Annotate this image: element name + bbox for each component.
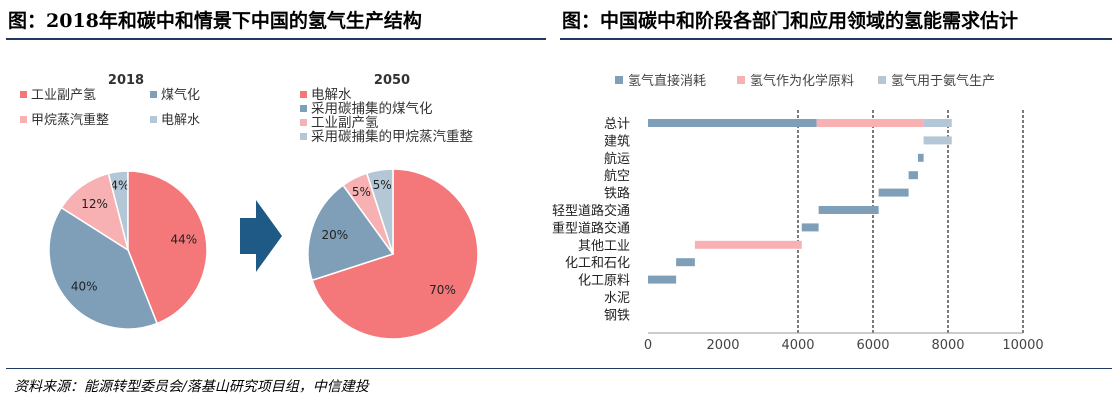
legend-label-甲烷蒸汽重整: 甲烷蒸汽重整: [31, 112, 109, 128]
legend-swatch-氢气用于氨气生产: [878, 76, 886, 84]
legend-swatch-采用碳捕集的甲烷蒸汽重整: [300, 133, 307, 140]
left-title-underline: [6, 38, 546, 40]
x-tick-label: 0: [644, 338, 652, 353]
legend-swatch-煤气化: [150, 91, 157, 98]
legend-label-工业副产氢: 工业副产氢: [31, 88, 96, 103]
pie-slice-工业副产氢: [127, 170, 208, 325]
y-category-label: 其他工业: [578, 239, 630, 254]
pie-title-2018: 2018: [108, 73, 144, 88]
x-tick-label: 4000: [781, 338, 814, 353]
bar-segment-总计: [648, 119, 817, 127]
legend-swatch-工业副产氢: [300, 119, 307, 126]
bar-segment-铁路: [878, 188, 909, 197]
bar-segment-轻型道路交通: [818, 206, 879, 214]
y-category-label: 水泥: [604, 291, 630, 306]
pie-slice-甲烷蒸汽重整: [60, 172, 130, 252]
bar-segment-其他工业: [694, 240, 802, 249]
legend-label-采用碳捕集的煤气化: 采用碳捕集的煤气化: [311, 101, 433, 117]
pie-slice-采用碳捕集的甲烷蒸汽重整: [365, 168, 394, 255]
pie-data-label: 20%: [321, 228, 348, 242]
legend-label-氢气用于氨气生产: 氢气用于氨气生产: [891, 73, 995, 89]
legend-swatch-甲烷蒸汽重整: [20, 116, 27, 123]
bar-segment-航运: [918, 153, 924, 162]
bar-segment-化工原料: [648, 275, 677, 284]
bar-segment-重型道路交通: [801, 223, 819, 232]
y-category-label: 建筑: [604, 133, 630, 149]
source-note: 资料来源：能源转型委员会/落基山研究项目组，中信建投: [14, 379, 369, 395]
pie-data-label: 40%: [71, 279, 98, 293]
y-category-label: 铁路: [604, 186, 630, 202]
transition-arrow: [240, 200, 282, 272]
x-tick-label: 6000: [856, 338, 889, 353]
pie-data-label: 44%: [171, 232, 198, 246]
legend-swatch-工业副产氢: [20, 91, 27, 98]
legend-swatch-采用碳捕集的煤气化: [300, 105, 307, 112]
legend-label-氢气作为化学原料: 氢气作为化学原料: [750, 73, 854, 89]
legend-label-电解水: 电解水: [161, 113, 200, 128]
legend-label-电解水: 电解水: [311, 87, 352, 103]
legend-label-煤气化: 煤气化: [161, 87, 200, 103]
bar-segment-航空: [908, 171, 918, 180]
y-category-label: 航空: [604, 168, 630, 184]
pie-data-label: 5%: [352, 185, 371, 199]
legend-label-氢气直接消耗: 氢气直接消耗: [628, 73, 706, 89]
bar-segment-总计: [923, 119, 952, 127]
pie-slice-采用碳捕集的煤气化: [307, 184, 395, 282]
pie-data-label: 12%: [81, 197, 108, 211]
left-panel-title: 图：2018年和碳中和情景下中国的氢气生产结构: [8, 10, 422, 32]
y-category-label: 航运: [604, 151, 630, 167]
bar-segment-建筑: [923, 136, 952, 145]
legend-label-工业副产氢: 工业副产氢: [311, 115, 379, 131]
x-tick-label: 8000: [931, 338, 964, 353]
y-category-label: 钢铁: [604, 308, 630, 323]
y-category-label: 轻型道路交通: [552, 203, 630, 219]
legend-swatch-氢气作为化学原料: [737, 76, 745, 84]
x-tick-label: 2000: [706, 338, 739, 353]
x-tick-label: 10000: [1002, 338, 1043, 353]
legend-swatch-氢气直接消耗: [615, 76, 623, 84]
legend-swatch-电解水: [300, 91, 307, 98]
y-category-label: 化工和石化: [565, 256, 630, 271]
pie-data-label: 4%: [110, 179, 129, 193]
footer-divider: [6, 368, 1112, 369]
y-category-label: 重型道路交通: [552, 220, 630, 236]
pie-slice-电解水: [311, 168, 479, 340]
legend-swatch-电解水: [150, 116, 157, 123]
pie-data-label: 5%: [373, 178, 392, 192]
legend-label-采用碳捕集的甲烷蒸汽重整: 采用碳捕集的甲烷蒸汽重整: [311, 129, 473, 145]
right-title-underline: [560, 38, 1112, 40]
bar-segment-总计: [816, 119, 924, 127]
y-category-label: 化工原料: [578, 274, 630, 289]
bar-segment-化工和石化: [676, 258, 695, 267]
y-category-label: 总计: [604, 117, 630, 132]
pie-slice-煤气化: [48, 206, 159, 330]
pie-data-label: 70%: [429, 283, 456, 297]
right-panel-title: 图：中国碳中和阶段各部门和应用领域的氢能需求估计: [562, 10, 1019, 32]
pie-title-2050: 2050: [374, 73, 410, 88]
